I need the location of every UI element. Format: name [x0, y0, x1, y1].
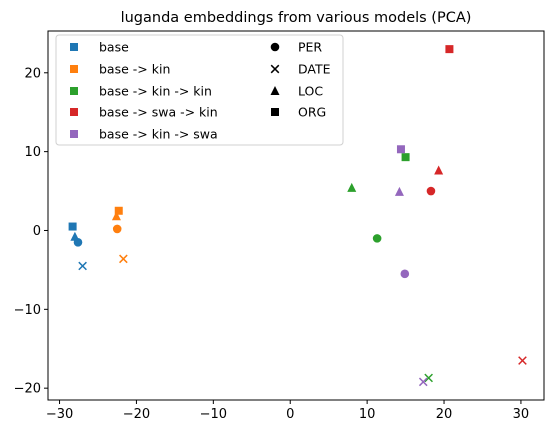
x-tick-label: −30	[46, 407, 73, 422]
y-tick-label: −10	[14, 303, 41, 318]
legend-label: base -> kin -> swa	[99, 127, 218, 142]
legend-swatch	[70, 130, 78, 138]
chart-title: luganda embeddings from various models (…	[121, 10, 472, 26]
legend-marker-label: LOC	[298, 84, 323, 99]
legend-marker-loc	[270, 86, 280, 95]
x-tick-label: 0	[286, 407, 294, 422]
legend: base base -> kin base -> kin -> kin base ->…	[55, 34, 344, 146]
point-base-kin-kin-loc	[347, 182, 357, 192]
point-base-kin-kin-date	[424, 373, 433, 383]
y-tick-label: 20	[24, 66, 41, 81]
legend-marker-label: ORG	[298, 105, 326, 120]
y-tick-label: −20	[14, 382, 41, 397]
point-base-kin-swa-loc	[394, 186, 404, 196]
legend-label: base -> kin -> kin	[99, 84, 212, 99]
point-base-swa-kin-loc	[434, 165, 444, 175]
legend-label: base	[99, 40, 129, 55]
point-base-swa-kin-per	[426, 186, 436, 196]
data-points	[68, 45, 527, 387]
point-base-kin-kin-per	[372, 234, 382, 243]
point-base-kin-swa-org	[396, 145, 405, 154]
point-base-loc	[70, 231, 80, 241]
legend-swatch	[70, 108, 78, 116]
legend-marker-label: PER	[298, 40, 322, 55]
legend-marker-date	[270, 64, 280, 74]
legend-swatch	[70, 43, 78, 51]
y-tick-label: 0	[33, 224, 41, 239]
point-base-kin-swa-per	[400, 269, 410, 279]
x-tick-label: −20	[123, 407, 150, 422]
legend-swatch	[70, 87, 78, 95]
axes-ticks: −30 −20 −10 0 10 20 30 −20 −10 0 10 20	[14, 66, 530, 422]
point-base-kin-per	[112, 224, 122, 234]
point-base-kin-kin-org	[401, 153, 410, 162]
point-base-kin-date	[119, 254, 128, 264]
point-base-kin-swa-date	[418, 377, 428, 387]
point-base-swa-kin-org	[445, 45, 454, 54]
x-tick-label: 20	[436, 407, 453, 422]
legend-marker-per	[270, 42, 280, 52]
point-base-kin-org	[114, 206, 123, 215]
x-tick-label: −10	[200, 407, 227, 422]
legend-label: base -> kin	[99, 62, 170, 77]
legend-swatch	[70, 65, 78, 73]
x-tick-label: 10	[359, 407, 376, 422]
legend-label: base -> swa -> kin	[99, 105, 218, 120]
plot-frame	[47, 30, 545, 401]
y-tick-label: 10	[24, 145, 41, 160]
point-base-org	[68, 222, 77, 231]
legend-marker-label: DATE	[298, 62, 331, 77]
legend-marker-org	[271, 108, 279, 116]
point-base-kin-loc	[111, 211, 121, 221]
legend-box	[55, 34, 344, 146]
point-base-swa-kin-date	[518, 356, 527, 365]
point-base-date	[78, 261, 87, 271]
x-tick-label: 30	[513, 407, 530, 422]
